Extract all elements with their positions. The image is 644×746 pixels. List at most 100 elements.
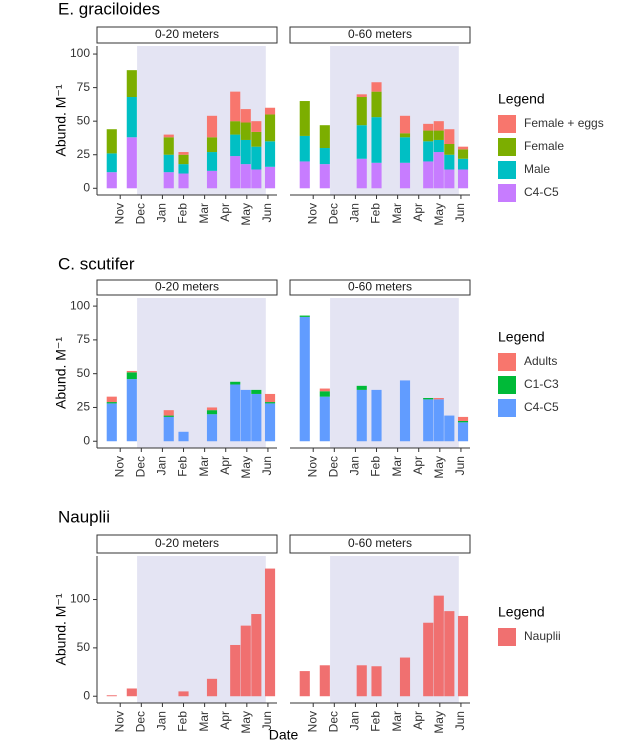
bar-segment (206, 414, 218, 442)
strip (96, 534, 278, 554)
bar-segment (423, 123, 434, 131)
strip (96, 279, 278, 296)
bar-segment (457, 149, 469, 159)
y-axis-title: Abund. M⁻¹ (53, 84, 69, 156)
strip (289, 534, 471, 554)
x-tick-label: Nov (305, 711, 319, 732)
x-tick-label: Mar (390, 203, 404, 224)
bar-segment (206, 410, 218, 415)
bar-segment (126, 688, 137, 697)
bar-segment (319, 148, 330, 165)
x-tick-label: Feb (369, 711, 383, 732)
bar-segment (163, 416, 174, 442)
bar-segment (299, 315, 310, 317)
bar-segment (423, 161, 434, 189)
bar-segment (299, 316, 310, 442)
bar-segment (433, 398, 444, 400)
bar-segment (230, 384, 241, 442)
strip-label: 0-20 meters (155, 27, 219, 41)
legend-key (498, 376, 516, 394)
legend-title: Legend (498, 91, 545, 107)
bar-segment (444, 415, 455, 442)
bar-segment (163, 134, 174, 138)
y-tick-label: 75 (77, 80, 91, 94)
bar-segment (457, 615, 469, 697)
x-tick-label: May (239, 456, 253, 479)
bar-segment (264, 402, 276, 404)
bar-segment (423, 622, 434, 697)
bar-segment (457, 420, 469, 423)
bar-segment (251, 121, 262, 132)
x-tick-label: Nov (305, 203, 319, 224)
legend-title: Legend (498, 329, 545, 345)
x-tick-label: Dec (326, 203, 340, 224)
x-tick-label: Apr (218, 456, 232, 475)
bar-segment (106, 153, 117, 173)
bar-segment (399, 380, 411, 442)
y-axis-title: Abund. M⁻¹ (53, 337, 69, 409)
x-tick-label: Dec (326, 456, 340, 477)
strip (289, 279, 471, 296)
bar-segment (178, 152, 189, 155)
x-tick-label: Nov (112, 456, 126, 477)
bar-segment (240, 389, 251, 442)
x-tick-label: Dec (133, 203, 147, 224)
x-tick-label: May (239, 203, 253, 226)
bar-segment (319, 164, 330, 189)
bar-segment (444, 129, 455, 144)
bar-segment (356, 389, 367, 442)
legend-key (498, 138, 516, 156)
bar-segment (457, 169, 469, 189)
bar-segment (423, 399, 434, 442)
y-tick-label: 100 (70, 592, 90, 606)
legend-key (498, 399, 516, 417)
bar-segment (371, 666, 382, 697)
y-tick-label: 0 (83, 688, 90, 702)
bar-segment (206, 407, 218, 411)
legend-key (498, 353, 516, 371)
bar-segment (264, 107, 276, 115)
bar-segment (457, 422, 469, 442)
bar-segment (319, 388, 330, 392)
bar-segment (264, 403, 276, 442)
bar-segment (251, 169, 262, 189)
bar-segment (106, 396, 117, 403)
x-tick-label: Dec (326, 711, 340, 732)
x-tick-label: Feb (369, 456, 383, 477)
bar-segment (126, 70, 137, 98)
x-tick-label: Apr (218, 203, 232, 222)
bar-segment (206, 115, 218, 138)
bar-segment (178, 164, 189, 174)
bar-segment (264, 568, 276, 697)
legend-label: Female (524, 139, 564, 153)
x-tick-label: Jun (260, 711, 274, 730)
y-tick-label: 25 (77, 400, 91, 414)
bar-segment (251, 389, 262, 394)
bar-segment (230, 134, 241, 157)
x-tick-label: Apr (411, 203, 425, 222)
bar-segment (433, 130, 444, 140)
bar-segment (371, 91, 382, 118)
bar-segment (178, 431, 189, 442)
bar-segment (206, 678, 218, 697)
strip-label: 0-60 meters (348, 536, 412, 550)
bar-segment (126, 372, 137, 380)
legend-label: Nauplii (524, 629, 561, 643)
y-tick-label: 50 (77, 366, 91, 380)
bar-segment (163, 410, 174, 416)
legend-label: C4-C5 (524, 400, 559, 414)
strip-label: 0-20 meters (155, 536, 219, 550)
x-tick-label: May (239, 711, 253, 734)
strip (96, 26, 278, 44)
bar-segment (356, 665, 367, 697)
x-tick-label: Nov (112, 203, 126, 224)
bar-segment (163, 415, 174, 417)
bar-segment (356, 158, 367, 189)
bar-segment (399, 657, 411, 697)
bar-segment (206, 170, 218, 189)
x-tick-label: Jun (453, 203, 467, 222)
bar-segment (433, 399, 444, 442)
y-tick-label: 100 (70, 298, 90, 312)
bar-segment (444, 169, 455, 189)
x-tick-label: Jun (260, 203, 274, 222)
